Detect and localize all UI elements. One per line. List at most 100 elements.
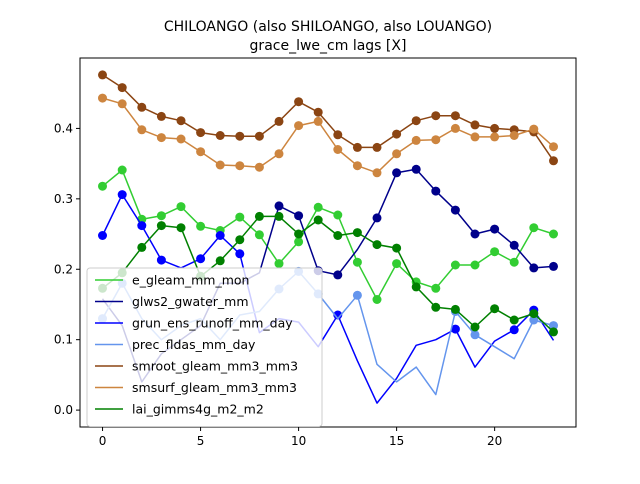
- data-point-lai_gimms4g_m2_m2-22: [529, 309, 539, 319]
- y-tick-label: 0.2: [54, 262, 73, 276]
- data-point-glws2_gwater_mm-14: [372, 213, 382, 223]
- data-point-glws2_gwater_mm-9: [274, 201, 284, 211]
- series-smsurf_gleam_mm3_mm3: [98, 93, 558, 178]
- data-point-prec_fldas_mm_day-19: [470, 330, 480, 340]
- data-point-smroot_gleam_mm3_mm3-6: [215, 131, 225, 140]
- data-point-smroot_gleam_mm3_mm3-13: [352, 142, 362, 152]
- data-point-e_gleam_mm_mon-21: [509, 257, 519, 267]
- data-point-smroot_gleam_mm3_mm3-15: [392, 129, 402, 139]
- data-point-lai_gimms4g_m2_m2-3: [156, 221, 166, 231]
- data-point-smsurf_gleam_mm3_mm3-21: [509, 131, 519, 140]
- data-point-smroot_gleam_mm3_mm3-10: [294, 97, 304, 107]
- data-point-smroot_gleam_mm3_mm3-18: [450, 111, 460, 121]
- data-point-smsurf_gleam_mm3_mm3-14: [372, 168, 382, 178]
- y-tick-label: 0.3: [54, 192, 73, 206]
- data-point-lai_gimms4g_m2_m2-19: [470, 322, 480, 332]
- data-point-glws2_gwater_mm-23: [549, 261, 558, 271]
- data-point-lai_gimms4g_m2_m2-23: [549, 327, 558, 337]
- data-point-smroot_gleam_mm3_mm3-17: [431, 111, 441, 121]
- chart-title: CHILOANGO (also SHILOANGO, also LOUANGO): [164, 19, 492, 35]
- data-point-e_gleam_mm_mon-1: [117, 165, 127, 175]
- data-point-e_gleam_mm_mon-4: [176, 202, 186, 212]
- legend-label: smroot_gleam_mm3_mm3: [132, 359, 298, 374]
- data-point-e_gleam_mm_mon-17: [431, 283, 441, 293]
- data-point-smroot_gleam_mm3_mm3-7: [235, 131, 245, 141]
- data-point-e_gleam_mm_mon-22: [529, 223, 539, 233]
- data-point-grun_ens_runoff_mm_day-1: [117, 190, 127, 200]
- data-point-grun_ens_runoff_mm_day-7: [235, 249, 245, 259]
- data-point-lai_gimms4g_m2_m2-9: [274, 211, 284, 221]
- data-point-smroot_gleam_mm3_mm3-2: [137, 102, 147, 112]
- data-point-smsurf_gleam_mm3_mm3-22: [529, 124, 539, 134]
- data-point-lai_gimms4g_m2_m2-11: [313, 215, 323, 225]
- data-point-smroot_gleam_mm3_mm3-1: [117, 83, 127, 93]
- data-point-e_gleam_mm_mon-11: [313, 202, 323, 212]
- data-point-lai_gimms4g_m2_m2-4: [176, 223, 186, 233]
- legend-item-lai_gimms4g_m2_m2: lai_gimms4g_m2_m2: [95, 402, 264, 417]
- data-point-glws2_gwater_mm-22: [529, 263, 539, 273]
- data-point-grun_ens_runoff_mm_day-18: [450, 324, 460, 334]
- legend-label: smsurf_gleam_mm3_mm3: [132, 380, 297, 395]
- axes: 0 5 10 15 20 0.0 0.1 0.2 0.3 0.4: [54, 57, 577, 448]
- data-point-smsurf_gleam_mm3_mm3-4: [176, 134, 186, 144]
- data-point-smroot_gleam_mm3_mm3-14: [372, 142, 382, 152]
- data-point-glws2_gwater_mm-16: [411, 164, 421, 174]
- series-e_gleam_mm_mon: [98, 165, 558, 304]
- data-point-smsurf_gleam_mm3_mm3-18: [450, 123, 460, 133]
- data-point-glws2_gwater_mm-21: [509, 240, 519, 250]
- y-tick-label: 0.1: [54, 333, 73, 347]
- data-point-smsurf_gleam_mm3_mm3-15: [392, 149, 402, 159]
- data-point-e_gleam_mm_mon-19: [470, 260, 480, 270]
- data-point-e_gleam_mm_mon-15: [392, 259, 402, 269]
- data-point-grun_ens_runoff_mm_day-12: [333, 310, 343, 320]
- data-point-e_gleam_mm_mon-20: [490, 247, 500, 257]
- data-point-e_gleam_mm_mon-5: [196, 221, 206, 231]
- legend-item-smsurf_gleam_mm3_mm3: smsurf_gleam_mm3_mm3: [95, 380, 297, 395]
- data-point-smroot_gleam_mm3_mm3-12: [333, 130, 343, 140]
- data-point-smroot_gleam_mm3_mm3-11: [313, 107, 323, 117]
- data-point-grun_ens_runoff_mm_day-0: [98, 231, 107, 240]
- data-point-smsurf_gleam_mm3_mm3-17: [431, 135, 441, 145]
- data-point-smroot_gleam_mm3_mm3-8: [254, 131, 264, 141]
- plot-area: [98, 70, 558, 404]
- legend-label: glws2_gwater_mm: [132, 294, 249, 309]
- legend-item-e_gleam_mm_mon: e_gleam_mm_mon: [95, 273, 249, 288]
- data-point-lai_gimms4g_m2_m2-10: [294, 229, 304, 239]
- data-point-prec_fldas_mm_day-22: [529, 315, 539, 325]
- data-point-glws2_gwater_mm-15: [392, 168, 402, 178]
- legend-label: prec_fldas_mm_day: [132, 337, 256, 352]
- data-point-lai_gimms4g_m2_m2-17: [431, 302, 441, 312]
- data-point-smsurf_gleam_mm3_mm3-0: [98, 93, 107, 103]
- data-point-smsurf_gleam_mm3_mm3-12: [333, 145, 343, 154]
- legend-item-glws2_gwater_mm: glws2_gwater_mm: [95, 294, 249, 309]
- data-point-smroot_gleam_mm3_mm3-5: [196, 128, 206, 138]
- data-point-smsurf_gleam_mm3_mm3-16: [411, 135, 421, 145]
- data-point-e_gleam_mm_mon-3: [156, 211, 166, 221]
- data-point-grun_ens_runoff_mm_day-21: [509, 325, 519, 335]
- data-point-smsurf_gleam_mm3_mm3-7: [235, 161, 245, 171]
- x-tick-label: 5: [197, 434, 205, 448]
- data-point-e_gleam_mm_mon-23: [549, 229, 558, 239]
- data-point-prec_fldas_mm_day-23: [549, 321, 558, 331]
- data-point-smroot_gleam_mm3_mm3-4: [176, 116, 186, 126]
- data-point-e_gleam_mm_mon-9: [274, 259, 284, 269]
- legend-item-grun_ens_runoff_mm_day: grun_ens_runoff_mm_day: [95, 316, 293, 331]
- legend-box: [86, 267, 323, 427]
- data-point-smroot_gleam_mm3_mm3-9: [274, 116, 284, 126]
- data-point-lai_gimms4g_m2_m2-16: [411, 282, 421, 292]
- data-point-grun_ens_runoff_mm_day-3: [156, 255, 166, 265]
- data-point-e_gleam_mm_mon-7: [235, 212, 245, 222]
- data-point-glws2_gwater_mm-20: [490, 224, 500, 234]
- x-tick-label: 10: [291, 434, 306, 448]
- data-point-glws2_gwater_mm-10: [294, 211, 304, 221]
- data-point-e_gleam_mm_mon-8: [254, 230, 264, 240]
- axes-frame: [79, 57, 577, 428]
- legend: e_gleam_mm_mon glws2_gwater_mm grun_ens_ru…: [86, 267, 323, 427]
- data-point-smsurf_gleam_mm3_mm3-8: [254, 162, 264, 172]
- data-point-glws2_gwater_mm-19: [470, 229, 480, 239]
- legend-label: lai_gimms4g_m2_m2: [132, 402, 264, 417]
- data-point-grun_ens_runoff_mm_day-2: [137, 221, 147, 231]
- data-point-lai_gimms4g_m2_m2-15: [392, 243, 402, 253]
